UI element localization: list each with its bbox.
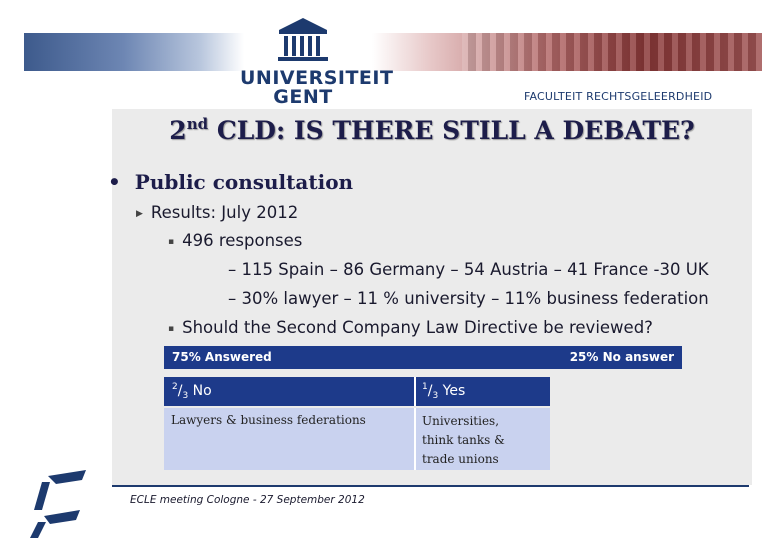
faculty-name: FACULTEIT RECHTSGELEERDHEID [524, 90, 713, 103]
responses-text: 496 responses [182, 231, 303, 250]
universities-line1: Universities, [422, 414, 500, 428]
fraction-one-third: 1/3 [422, 382, 439, 401]
lawyers-cell: Lawyers & business federations [164, 408, 414, 470]
bullet-label: Public consultation [134, 170, 354, 194]
professions-line: – 30% lawyer – 11 % university – 11% bus… [228, 289, 709, 308]
no-label: No [188, 383, 212, 399]
results-text: Results: July 2012 [150, 203, 299, 222]
universities-line2: think tanks & [422, 433, 505, 447]
fraction-two-thirds: 2/3 [172, 382, 189, 401]
fraction-denominator: 3 [182, 391, 189, 401]
title-prefix: 2 [169, 116, 187, 145]
university-logo: UNIVERSITEIT GENT [240, 14, 394, 108]
bullet-public-consultation: • Public consultation [108, 170, 353, 194]
answered-header: 75% Answered [164, 346, 414, 369]
header-banner-left [24, 33, 244, 71]
building-icon [278, 18, 328, 61]
responses-line: ▪ 496 responses [168, 231, 302, 250]
university-name-line2: GENT [273, 86, 333, 108]
question-line: ▪ Should the Second Company Law Directive… [168, 318, 653, 337]
university-name-line1: UNIVERSITEIT [240, 67, 394, 89]
corner-logo-mark-icon [30, 470, 86, 538]
yes-label: Yes [438, 383, 466, 399]
header-banner-right [372, 33, 762, 71]
fraction-numerator: 2 [172, 382, 178, 392]
fraction-numerator: 1 [422, 382, 428, 392]
bullet-dot-icon: • [108, 170, 121, 194]
dot-bullet-icon: ▪ [168, 237, 175, 247]
universities-cell: Universities, think tanks & trade unions [414, 408, 550, 470]
no-cell: 2/3 No [164, 377, 414, 406]
question-text: Should the Second Company Law Directive … [182, 318, 653, 337]
fraction-denominator: 3 [432, 391, 439, 401]
triangle-bullet-icon: ▶ [136, 209, 143, 219]
countries-line: – 115 Spain – 86 Germany – 54 Austria – … [228, 260, 709, 279]
no-answer-header: 25% No answer [414, 346, 682, 369]
title-rest: CLD: IS THERE STILL A DEBATE? [208, 116, 695, 145]
universities-line3: trade unions [422, 452, 499, 466]
dot-bullet-icon: ▪ [168, 324, 175, 334]
yes-cell: 1/3 Yes [414, 377, 550, 406]
results-line: ▶ Results: July 2012 [136, 203, 298, 222]
footer-text: ECLE meeting Cologne - 27 September 2012 [130, 494, 365, 506]
footer-divider [112, 485, 749, 487]
slide-title: 2nd CLD: IS THERE STILL A DEBATE? [112, 115, 752, 145]
title-ordinal: nd [186, 115, 209, 133]
